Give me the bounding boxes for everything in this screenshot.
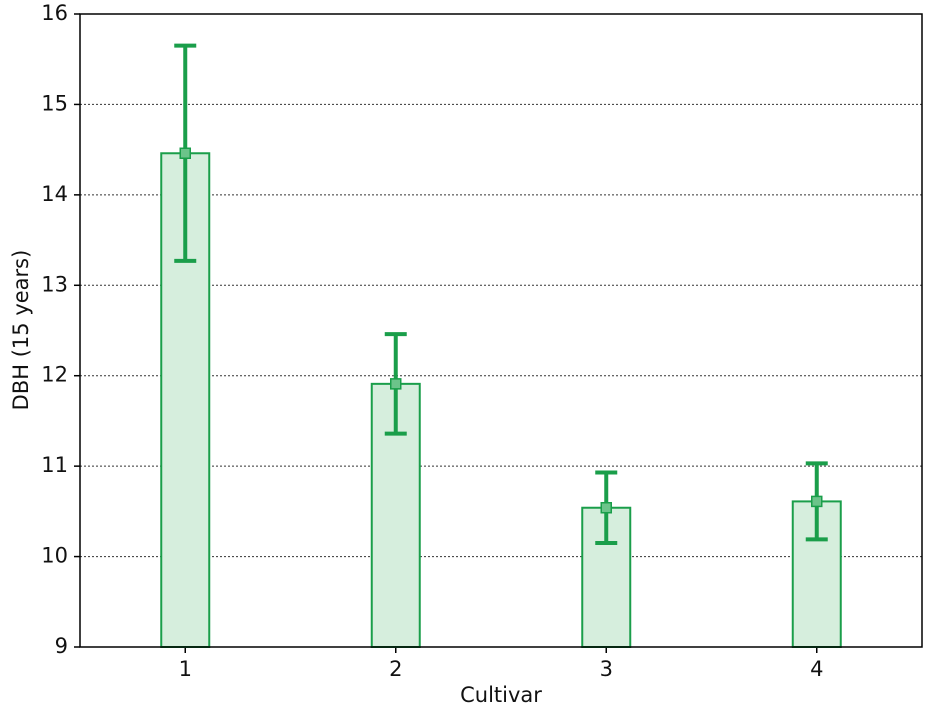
y-tick-label: 15 [41,91,68,115]
x-tick-label: 2 [389,657,402,681]
mean-marker [179,147,191,160]
y-tick-label: 11 [41,453,68,477]
y-tick-label: 14 [41,182,68,206]
y-tick-label: 10 [41,544,68,568]
x-axis-label: Cultivar [460,683,542,707]
x-tick-label: 4 [810,657,823,681]
y-tick-label: 9 [55,634,68,658]
x-tick-label: 3 [600,657,613,681]
y-tick-label: 12 [41,363,68,387]
mean-marker [600,501,612,514]
y-axis-label: DBH (15 years) [9,250,33,411]
plot-frame [79,13,923,648]
mean-marker [390,378,402,390]
y-tick-label: 13 [41,272,68,296]
mean-marker [811,495,823,508]
y-tick-label: 16 [41,1,68,25]
x-tick-label: 1 [179,657,192,681]
